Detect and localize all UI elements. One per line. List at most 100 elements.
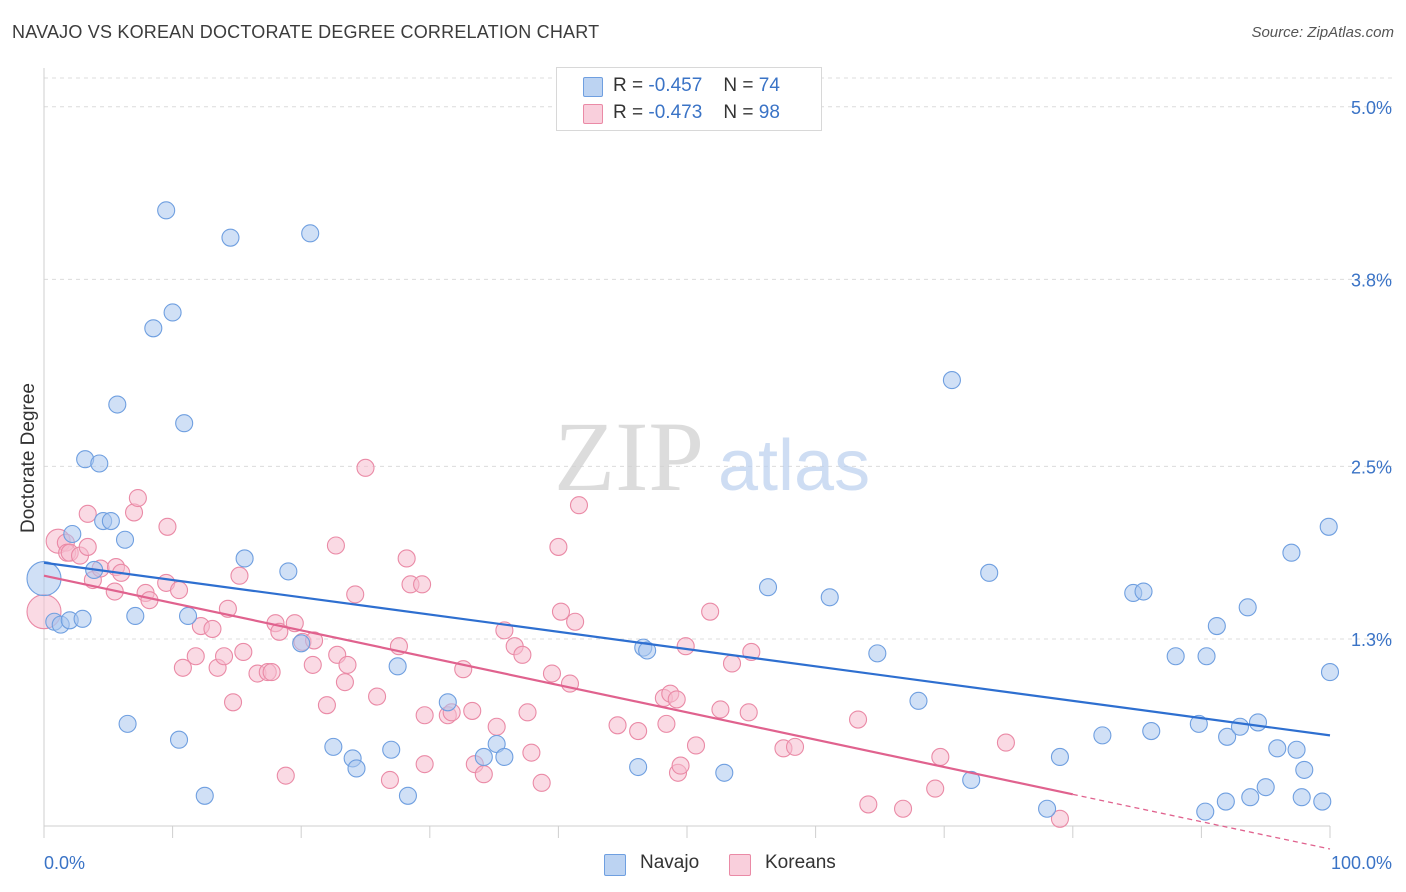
navajo-point — [1313, 792, 1332, 811]
korean-point — [397, 549, 416, 568]
korean-point — [518, 703, 537, 722]
navajo-point — [868, 644, 887, 663]
navajo-point — [1189, 714, 1208, 733]
korean-point — [926, 779, 945, 798]
navajo-point — [301, 224, 320, 243]
navajo-point — [758, 578, 778, 597]
korean-point — [223, 693, 243, 712]
navajo-legend-label: Navajo — [640, 852, 700, 873]
korean-point — [722, 654, 742, 673]
navajo-point — [108, 395, 127, 414]
navajo-point — [438, 693, 457, 712]
legend-n-label: N = — [723, 75, 754, 96]
korean-trend-extension — [1072, 793, 1331, 850]
navajo-point — [1319, 517, 1338, 536]
legend-r-value: -0.473 — [648, 102, 703, 123]
korean-point — [701, 602, 720, 621]
navajo-legend-swatch — [604, 854, 626, 876]
korean-point — [931, 747, 950, 767]
navajo-point — [820, 588, 839, 607]
korean-point — [303, 655, 322, 674]
legend-n-label: N = — [723, 102, 754, 123]
korean-point — [368, 687, 387, 706]
legend-r-label: R = — [613, 102, 644, 123]
korean-point — [474, 765, 493, 784]
navajo-point — [1268, 739, 1287, 758]
navajo-point — [1166, 647, 1185, 666]
y-tick-label: 2.5% — [1351, 457, 1392, 477]
korean-point — [463, 701, 482, 720]
korean-point — [338, 655, 357, 674]
navajo-point — [144, 319, 163, 338]
korean-point — [1050, 809, 1069, 828]
navajo-point — [1295, 760, 1314, 779]
navajo-point — [1038, 799, 1057, 818]
korean-point — [413, 575, 432, 594]
navajo-trend-line — [43, 561, 1331, 737]
legend-n-value: 74 — [758, 75, 780, 96]
navajo-point — [1287, 740, 1306, 759]
korean-point — [78, 504, 97, 523]
legend-n-value: 98 — [758, 102, 780, 123]
navajo-point — [909, 691, 928, 710]
navajo-point — [235, 549, 254, 568]
navajo-point — [126, 606, 145, 626]
navajo-point — [279, 562, 298, 581]
navajo-point — [178, 606, 198, 626]
korean-point — [532, 773, 551, 792]
navajo-point — [1216, 792, 1235, 811]
korean-point — [158, 517, 177, 536]
korean-point — [513, 645, 532, 664]
navajo-point — [63, 524, 82, 544]
navajo-point — [221, 228, 240, 247]
korean-point — [569, 496, 589, 515]
y-tick-label: 3.8% — [1351, 270, 1392, 290]
korean-point — [893, 799, 913, 818]
korean-legend-label: Koreans — [765, 852, 836, 873]
navajo-point — [1230, 717, 1250, 736]
korean-point — [415, 755, 434, 774]
navajo-point — [629, 757, 648, 777]
navajo-point — [175, 414, 194, 433]
korean-point — [996, 733, 1015, 752]
legend-r-value: -0.457 — [648, 75, 703, 96]
korean-point — [549, 537, 568, 556]
navajo-point — [1093, 726, 1112, 745]
navajo-point — [1292, 788, 1311, 807]
y-tick-label: 1.3% — [1351, 630, 1392, 650]
korean-point — [203, 619, 222, 638]
axes — [43, 68, 1331, 838]
navajo-point — [980, 563, 999, 582]
navajo-point — [115, 530, 135, 549]
navajo-point — [1207, 617, 1226, 636]
navajo-point — [1256, 778, 1275, 797]
navajo-point — [292, 634, 311, 653]
korean-point — [657, 714, 676, 733]
navajo-point — [347, 759, 366, 778]
korean-point — [676, 637, 695, 656]
korean-point — [276, 766, 295, 785]
navajo-point — [388, 657, 407, 676]
korean-point — [629, 722, 648, 741]
korean-legend-swatch — [729, 854, 751, 876]
navajo-point — [1134, 582, 1153, 601]
navajo-point — [715, 763, 734, 782]
korean-swatch — [583, 104, 603, 124]
korean-point — [859, 795, 878, 814]
korean-point — [78, 537, 97, 556]
korean-point — [262, 663, 281, 682]
chart-title: NAVAJO VS KOREAN DOCTORATE DEGREE CORREL… — [12, 22, 600, 42]
korean-point — [380, 770, 399, 790]
navajo-points — [26, 201, 1340, 821]
navajo-point — [324, 737, 343, 756]
korean-point — [566, 612, 585, 631]
navajo-point — [398, 786, 417, 805]
navajo-point — [638, 641, 657, 660]
navajo-swatch — [583, 77, 603, 97]
watermark-zip: ZIP — [554, 401, 704, 512]
korean-point — [686, 736, 706, 755]
navajo-point — [1050, 747, 1069, 767]
trend-lines — [43, 561, 1331, 850]
navajo-point — [1241, 788, 1260, 807]
